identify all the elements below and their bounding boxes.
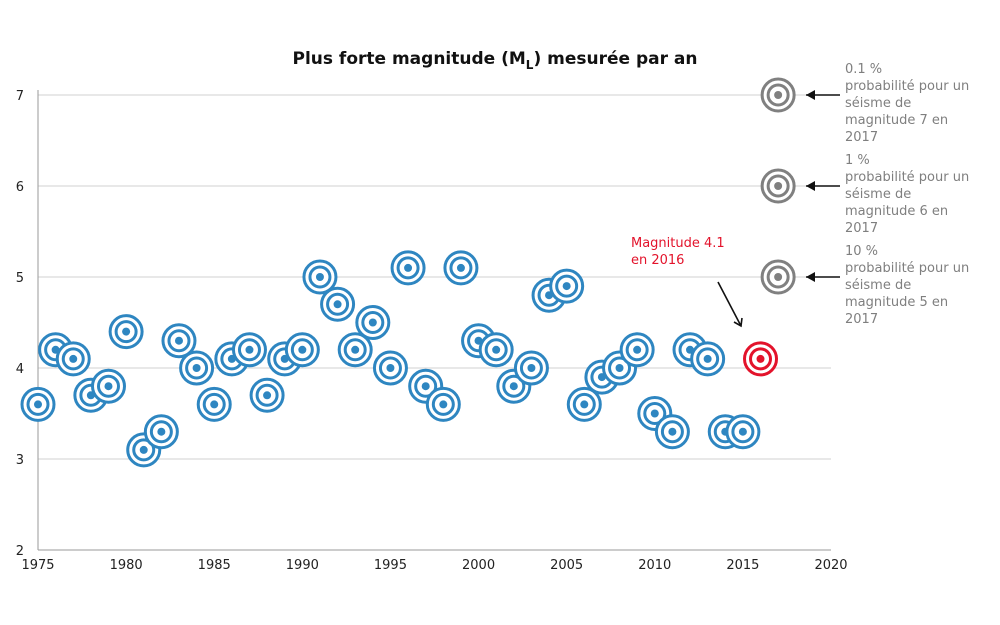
probability-note-line: 0.1 % (845, 62, 882, 77)
data-point (284, 332, 320, 368)
data-point (337, 332, 373, 368)
probability-marker (760, 259, 796, 295)
x-tick-label: 2020 (814, 558, 847, 573)
x-tick-label: 2015 (726, 558, 759, 573)
x-tick-label: 1995 (374, 558, 407, 573)
probability-note-line: magnitude 6 en (845, 204, 948, 219)
data-point (161, 323, 197, 359)
data-point (513, 350, 549, 386)
data-points (20, 250, 761, 468)
highlight-group: Magnitude 4.1 en 2016 (631, 236, 779, 377)
data-point (725, 414, 761, 450)
data-point (108, 314, 144, 350)
data-point (126, 432, 162, 468)
data-point (566, 386, 602, 422)
probability-note-line: probabilité pour un (845, 79, 969, 94)
data-point (90, 368, 126, 404)
y-tick-label: 5 (16, 271, 24, 286)
probability-note-line: séisme de (845, 278, 911, 293)
axes (37, 90, 831, 551)
data-point (425, 386, 461, 422)
x-tick-label: 2010 (638, 558, 671, 573)
x-tick-label: 1985 (198, 558, 231, 573)
probability-note-line: 2017 (845, 130, 878, 145)
probability-marker (760, 168, 796, 204)
probability-marker (760, 77, 796, 113)
data-point (690, 341, 726, 377)
probability-note-line: probabilité pour un (845, 170, 969, 185)
data-point (320, 286, 356, 322)
data-point (372, 350, 408, 386)
probability-arrow-head (806, 90, 815, 100)
y-tick-label: 2 (16, 544, 24, 559)
data-point (302, 259, 338, 295)
data-point (55, 341, 91, 377)
probability-note-line: magnitude 7 en (845, 113, 948, 128)
data-point (20, 386, 56, 422)
data-point (196, 386, 232, 422)
probability-note-line: séisme de (845, 187, 911, 202)
highlight-label-line1: Magnitude 4.1 (631, 236, 725, 251)
probability-note-line: séisme de (845, 96, 911, 111)
probability-note-line: probabilité pour un (845, 261, 969, 276)
probability-annotations: 0.1 % probabilité pour un séisme de magnitu… (760, 62, 969, 327)
highlight-label-line2: en 2016 (631, 253, 684, 268)
x-tick-label: 2000 (462, 558, 495, 573)
y-tick-label: 3 (16, 453, 24, 468)
data-point (249, 377, 285, 413)
y-tick-label: 7 (16, 89, 24, 104)
data-point (408, 368, 444, 404)
x-tick-label: 1975 (21, 558, 54, 573)
data-point (478, 332, 514, 368)
probability-arrow-head (806, 181, 815, 191)
data-point (654, 414, 690, 450)
data-point (231, 332, 267, 368)
data-point (619, 332, 655, 368)
chart-title: Plus forte magnitude (ML) mesurée par an (293, 49, 698, 72)
probability-note-line: 2017 (845, 312, 878, 327)
data-point (355, 305, 391, 340)
x-tick-label: 2005 (550, 558, 583, 573)
highlight-arrow-line (717, 281, 742, 327)
probability-note-line: 10 % (845, 244, 878, 259)
y-tick-label: 6 (16, 180, 24, 195)
data-point (143, 414, 179, 450)
probability-note-line: magnitude 5 en (845, 295, 948, 310)
data-point (549, 268, 585, 304)
data-point (179, 350, 215, 386)
highlight-arrow-head (733, 317, 743, 328)
probability-arrow-head (806, 272, 815, 282)
x-tick-label: 1990 (286, 558, 319, 573)
y-tick-label: 4 (16, 362, 24, 377)
probability-note-line: 2017 (845, 221, 878, 236)
highlight-point (743, 341, 779, 377)
x-tick-label: 1980 (110, 558, 143, 573)
probability-note-line: 1 % (845, 153, 870, 168)
data-point (443, 250, 479, 286)
tick-labels: 2 3 4 5 6 7 1975 1980 1985 1990 1995 2000 2005 2010 20… (16, 89, 848, 573)
data-point (390, 250, 426, 286)
